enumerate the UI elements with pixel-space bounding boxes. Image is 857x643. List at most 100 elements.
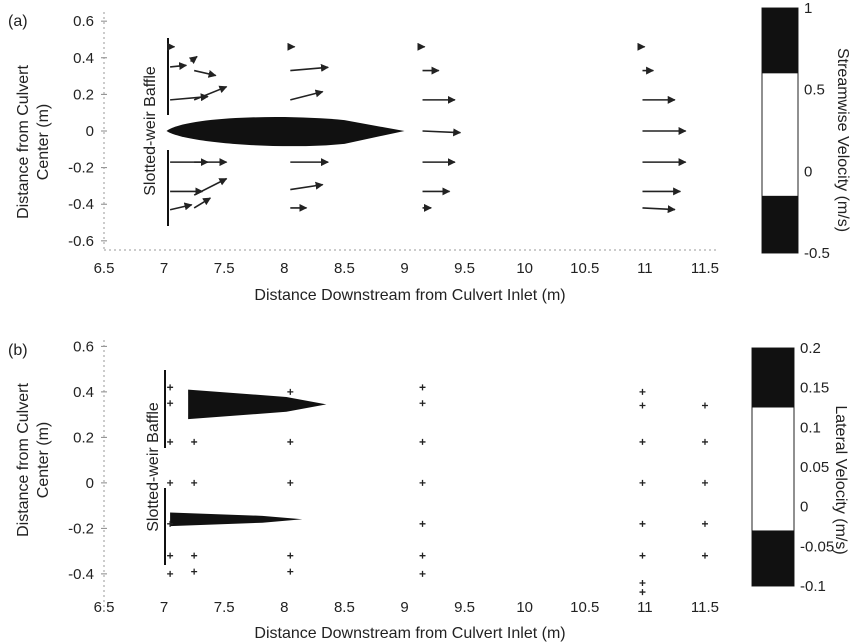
measurement-marker — [167, 479, 174, 486]
panel-b-plot-area — [167, 384, 708, 596]
x-tick-label: 10 — [516, 260, 533, 277]
panel-b-label: (b) — [8, 342, 28, 359]
measurement-marker — [191, 479, 198, 486]
colorbar-tick-label: -0.05 — [800, 538, 834, 555]
colorbar-tick-label: 0 — [804, 163, 812, 180]
x-tick-label: 9.5 — [454, 599, 475, 616]
velocity-vector — [422, 128, 462, 137]
x-tick-label: 7.5 — [214, 260, 235, 277]
velocity-vector — [290, 63, 329, 72]
x-tick-label: 11.5 — [691, 260, 719, 277]
panel-b: (b) Distance from Culvert Center (m) 0.6… — [8, 338, 849, 642]
x-tick-label: 10.5 — [570, 599, 599, 616]
colorbar-tick-label: 0.15 — [800, 380, 829, 397]
panel-b-colorbar-label: Lateral Velocity (m/s) — [832, 405, 849, 554]
panel-b-baffle-label: Slotted-weir Baffle — [145, 402, 162, 532]
panel-a-xlabel: Distance Downstream from Culvert Inlet (… — [254, 287, 565, 304]
y-tick-label: 0.6 — [73, 13, 94, 30]
panel-a-ylabel-line2: Center (m) — [35, 104, 52, 180]
y-tick-label: 0.4 — [73, 50, 94, 67]
measurement-marker — [167, 570, 174, 577]
measurement-marker — [287, 552, 294, 559]
velocity-vector — [188, 55, 198, 65]
x-tick-label: 11 — [637, 260, 653, 277]
x-tick-label: 7 — [160, 599, 168, 616]
measurement-marker — [701, 552, 708, 559]
x-tick-label: 8 — [280, 599, 288, 616]
measurement-marker — [167, 438, 174, 445]
x-tick-label: 6.5 — [94, 260, 115, 277]
measurement-marker — [639, 589, 646, 596]
measurement-marker — [639, 438, 646, 445]
measurement-marker — [167, 384, 174, 391]
measurement-marker — [287, 388, 294, 395]
colorbar-tick-label: -0.5 — [804, 245, 830, 262]
y-tick-label: -0.6 — [68, 233, 94, 250]
colorbar-tick-label: 0.5 — [804, 82, 825, 99]
x-tick-label: 10.5 — [570, 260, 599, 277]
velocity-vector — [170, 62, 188, 70]
panel-a-y-ticks: 0.6 0.4 0.2 0 -0.2 -0.4 -0.6 — [68, 13, 107, 250]
measurement-marker — [419, 400, 426, 407]
measurement-marker — [287, 568, 294, 575]
measurement-marker — [287, 438, 294, 445]
x-tick-label: 8.5 — [334, 260, 355, 277]
y-tick-label: 0.4 — [73, 384, 94, 401]
panel-b-xlabel: Distance Downstream from Culvert Inlet (… — [254, 625, 565, 642]
velocity-vector — [290, 181, 324, 191]
x-tick-label: 11 — [637, 599, 653, 616]
panel-b-ylabel-line1: Distance from Culvert — [15, 383, 32, 537]
x-tick-label: 7.5 — [214, 599, 235, 616]
panel-a-colorbar: 1 0.5 0 -0.5 — [761, 0, 830, 262]
panel-a-x-ticks: 6.5 7 7.5 8 8.5 9 9.5 10 10.5 11 11.5 — [94, 260, 719, 277]
measurement-marker — [191, 438, 198, 445]
panel-b-x-ticks: 6.5 7 7.5 8 8.5 9 9.5 10 10.5 11 11.5 — [94, 599, 719, 616]
y-tick-label: -0.2 — [68, 520, 94, 537]
x-tick-label: 9.5 — [454, 260, 475, 277]
y-tick-label: 0.2 — [73, 86, 94, 103]
lateral-velocity-band — [188, 389, 327, 420]
x-tick-label: 8.5 — [334, 599, 355, 616]
x-tick-label: 6.5 — [94, 599, 115, 616]
y-tick-label: 0 — [86, 475, 94, 492]
colorbar-tick-label: 0.05 — [800, 459, 829, 476]
measurement-marker — [419, 384, 426, 391]
measurement-marker — [701, 438, 708, 445]
panel-a-baffle-label: Slotted-weir Baffle — [142, 66, 159, 196]
velocity-vector — [193, 69, 217, 78]
colorbar-dark-band — [752, 348, 794, 408]
colorbar-dark-band — [762, 195, 798, 253]
y-tick-label: -0.2 — [68, 160, 94, 177]
measurement-marker — [701, 520, 708, 527]
measurement-marker — [419, 552, 426, 559]
x-tick-label: 9 — [400, 599, 408, 616]
y-tick-label: 0.6 — [73, 338, 94, 355]
colorbar-tick-label: 0.1 — [800, 419, 821, 436]
panel-a-label: (a) — [8, 13, 28, 30]
panel-a-colorbar-label: Streamwise Velocity (m/s) — [834, 48, 851, 232]
measurement-marker — [639, 552, 646, 559]
measurement-marker — [701, 402, 708, 409]
colorbar-dark-band — [762, 8, 798, 74]
measurement-marker — [639, 388, 646, 395]
measurement-marker — [701, 479, 708, 486]
measurement-marker — [167, 520, 174, 527]
panel-b-ylabel-line2: Center (m) — [35, 422, 52, 498]
measurement-marker — [287, 479, 294, 486]
y-tick-label: -0.4 — [68, 196, 94, 213]
panel-b-colorbar: 0.2 0.15 0.1 0.05 0 -0.05 -0.1 — [751, 340, 834, 595]
measurement-marker — [419, 438, 426, 445]
x-tick-label: 7 — [160, 260, 168, 277]
measurement-marker — [167, 552, 174, 559]
x-tick-label: 8 — [280, 260, 288, 277]
colorbar-tick-label: 1 — [804, 0, 812, 17]
measurement-marker — [167, 400, 174, 407]
measurement-marker — [191, 552, 198, 559]
y-tick-label: -0.4 — [68, 566, 94, 583]
velocity-vector — [642, 205, 676, 214]
velocity-vector — [193, 85, 228, 101]
x-tick-label: 9 — [400, 260, 408, 277]
velocity-vector — [290, 89, 324, 101]
y-tick-label: 0 — [86, 123, 94, 140]
